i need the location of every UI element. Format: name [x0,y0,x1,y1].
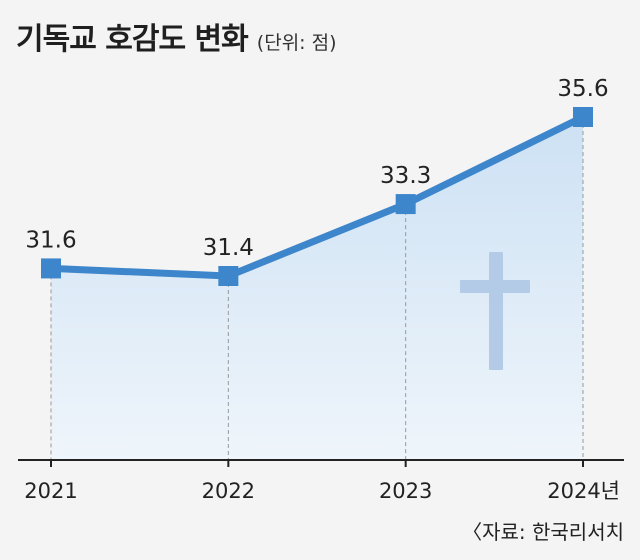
data-point-marker [218,266,239,286]
x-tick-label: 2022 [202,479,255,503]
source-note: 〈자료: 한국리서치 [462,520,624,544]
area-fill [51,117,583,460]
data-labels: 31.6 31.4 33.3 35.6 [25,76,608,261]
data-point-marker [573,107,593,127]
data-label: 35.6 [557,76,608,102]
series-line [47,113,587,280]
data-label: 31.4 [203,235,254,261]
data-point-marker [395,194,416,215]
x-tick-label: 2024년 [547,479,620,503]
chart-title-block: 기독교 호감도 변화 (단위: 점) [16,14,337,58]
x-tick-label: 2021 [24,479,77,503]
x-tick-labels: 2021 2022 2023 2024년 [24,479,620,503]
x-tick-label: 2023 [379,479,432,503]
cross-icon [460,252,530,370]
chart-unit: (단위: 점) [256,32,337,54]
x-axis-ticks [50,460,584,467]
data-markers [41,107,593,286]
data-label: 31.6 [25,227,76,253]
data-point-marker [41,258,61,279]
drop-lines [50,117,584,460]
chart-title: 기독교 호감도 변화 [16,22,249,57]
data-label: 33.3 [380,163,431,189]
